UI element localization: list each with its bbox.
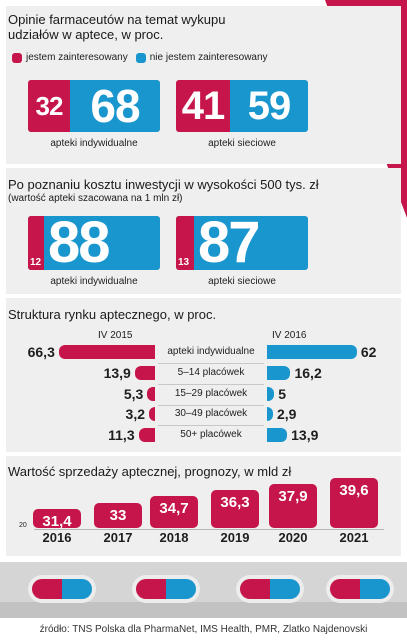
market-bar-2016 xyxy=(267,428,288,442)
market-value-2016: 2,9 xyxy=(277,406,297,422)
legend-swatch-not-interested xyxy=(135,52,146,63)
legend-label-not-interested: nie jestem zainteresowany xyxy=(149,52,268,63)
section1-title-line2: udziałów w aptece, w proc. xyxy=(8,27,164,42)
right-period-label: IV 2016 xyxy=(272,330,307,341)
market-bar-2016 xyxy=(267,407,273,421)
opinion-value-interested: 41 xyxy=(176,80,230,132)
market-value-2015: 13,9 xyxy=(103,365,131,381)
opinion-bar-chain: 41 59 xyxy=(176,80,308,132)
investment-bar-chain: 13 87 xyxy=(176,210,308,275)
capsule-icon xyxy=(240,579,300,599)
sales-bar: 31,4 xyxy=(33,508,81,530)
market-bar-2015 xyxy=(134,366,155,380)
market-value-2016: 16,2 xyxy=(294,365,322,381)
market-value-2015: 3,2 xyxy=(125,406,145,422)
investment-bar-individual: 12 88 xyxy=(28,210,160,275)
source-note: źródło: TNS Polska dla PharmaNet, IMS He… xyxy=(39,624,368,635)
opinion-value-not-interested: 59 xyxy=(230,80,308,132)
market-row-divider xyxy=(158,425,264,426)
sales-year-label: 2018 xyxy=(159,530,189,545)
sales-bar: 36,3 xyxy=(211,490,259,528)
section1-title-line1: Opinie farmaceutów na temat wykupu xyxy=(8,12,226,27)
sales-baseline xyxy=(34,529,384,530)
market-bar-2015 xyxy=(58,345,155,359)
capsule-half-red xyxy=(32,579,62,599)
left-period-label: IV 2015 xyxy=(98,330,133,341)
sales-bar: 33 xyxy=(94,502,142,528)
market-row-label: apteki indywidualne xyxy=(167,346,255,357)
pill-tray-shadow xyxy=(0,602,407,618)
sales-year-label: 2019 xyxy=(220,530,250,545)
legend-label-interested: jestem zainteresowany xyxy=(26,52,128,63)
sales-bar: 34,7 xyxy=(150,496,198,528)
capsule-half-red xyxy=(240,579,270,599)
market-row-label: 15–29 placówek xyxy=(174,388,248,399)
category-label: apteki indywidualne xyxy=(50,138,138,149)
axis-min-label: 20 xyxy=(19,522,27,529)
sales-year-label: 2020 xyxy=(278,530,308,545)
opinion-value-interested: 32 xyxy=(28,80,70,132)
market-value-2015: 11,3 xyxy=(108,427,135,443)
sales-year-label: 2021 xyxy=(339,530,369,545)
market-bar-2016 xyxy=(267,366,291,380)
category-label: apteki sieciowe xyxy=(208,276,276,287)
section-market-structure xyxy=(6,298,401,452)
opinion-bar-individual: 32 68 xyxy=(28,80,160,132)
capsule-half-red xyxy=(330,579,360,599)
market-value-2015: 66,3 xyxy=(27,344,55,360)
capsule-icon xyxy=(330,579,390,599)
market-bar-2016 xyxy=(267,387,275,401)
sales-year-label: 2017 xyxy=(103,530,133,545)
market-row-divider xyxy=(158,384,264,385)
capsule-half-blue xyxy=(360,579,390,599)
market-value-2015: 5,3 xyxy=(123,386,144,402)
market-bar-2016 xyxy=(267,345,357,359)
section2-title: Po poznaniu kosztu inwestycji w wysokośc… xyxy=(8,177,319,192)
sales-year-label: 2016 xyxy=(42,530,72,545)
investment-value-interested: 12 xyxy=(30,257,42,268)
investment-value-not-interested: 88 xyxy=(48,210,110,275)
market-value-2016: 13,9 xyxy=(291,427,319,443)
investment-segment-interested xyxy=(28,216,44,270)
market-row-divider xyxy=(158,405,264,406)
market-row-label: 5–14 placówek xyxy=(177,367,245,378)
sales-bar: 37,9 xyxy=(269,484,317,528)
sales-bar: 39,6 xyxy=(330,478,378,528)
investment-value-interested: 13 xyxy=(178,257,190,268)
opinion-value-not-interested: 68 xyxy=(70,80,160,132)
investment-segment-interested xyxy=(176,216,194,270)
category-label: apteki sieciowe xyxy=(208,138,276,149)
capsule-half-blue xyxy=(62,579,92,599)
market-bar-2015 xyxy=(149,407,155,421)
market-bar-2015 xyxy=(147,387,155,401)
capsule-half-blue xyxy=(270,579,300,599)
section4-title: Wartość sprzedaży aptecznej, prognozy, w… xyxy=(8,464,292,479)
capsule-icon xyxy=(32,579,92,599)
investment-value-not-interested: 87 xyxy=(198,210,260,275)
investment-segment-not-interested xyxy=(176,216,308,270)
category-label: apteki indywidualne xyxy=(50,276,138,287)
capsule-icon xyxy=(136,579,196,599)
section3-title: Struktura rynku aptecznego, w proc. xyxy=(8,307,217,322)
market-row-label: 30–49 placówek xyxy=(174,408,248,419)
legend-swatch-interested xyxy=(12,52,22,63)
market-value-2016: 62 xyxy=(360,344,377,360)
market-row-divider xyxy=(158,363,264,364)
market-bar-2015 xyxy=(138,428,155,442)
capsule-half-red xyxy=(136,579,166,599)
legend: jestem zainteresowany nie jestem zainter… xyxy=(12,52,276,63)
investment-segment-not-interested xyxy=(28,216,160,270)
market-value-2016: 5 xyxy=(278,386,287,402)
capsule-half-blue xyxy=(166,579,196,599)
market-row-label: 50+ placówek xyxy=(180,429,242,440)
section2-subtitle: (wartość apteki szacowana na 1 mln zł) xyxy=(8,193,183,204)
